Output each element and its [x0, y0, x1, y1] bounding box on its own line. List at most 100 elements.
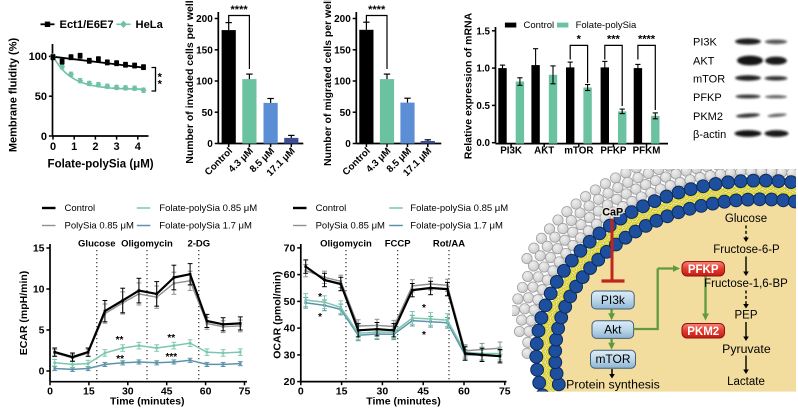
- svg-text:50: 50: [202, 108, 214, 119]
- svg-text:4: 4: [135, 141, 142, 153]
- svg-text:Time (minutes): Time (minutes): [110, 396, 184, 408]
- svg-text:Folate-polySia (μM): Folate-polySia (μM): [48, 158, 154, 170]
- svg-text:1.5: 1.5: [476, 26, 490, 37]
- svg-text:10: 10: [33, 284, 45, 296]
- svg-text:60: 60: [284, 269, 296, 281]
- svg-text:0: 0: [345, 139, 351, 150]
- svg-text:*: *: [318, 292, 322, 303]
- svg-text:Number of invaded cells per we: Number of invaded cells per well: [184, 0, 196, 163]
- svg-text:Glucose: Glucose: [725, 213, 767, 225]
- svg-text:Folate-polySia: Folate-polySia: [576, 20, 637, 31]
- svg-text:PFKP: PFKP: [688, 264, 719, 276]
- svg-text:AKT: AKT: [693, 56, 715, 68]
- svg-text:PI3k: PI3k: [601, 293, 626, 307]
- svg-text:40: 40: [284, 323, 296, 335]
- svg-text:1: 1: [71, 141, 77, 153]
- svg-text:mTOR: mTOR: [595, 352, 630, 366]
- svg-text:FCCP: FCCP: [385, 239, 412, 250]
- svg-text:75: 75: [499, 386, 511, 398]
- svg-text:0: 0: [50, 141, 56, 153]
- svg-text:30: 30: [122, 386, 134, 398]
- svg-text:*: *: [318, 312, 322, 323]
- svg-text:Membrane fluidity (%): Membrane fluidity (%): [8, 38, 20, 153]
- svg-text:Lactate: Lactate: [727, 376, 765, 388]
- svg-text:15: 15: [33, 243, 45, 255]
- svg-text:50: 50: [35, 91, 47, 103]
- svg-text:Control: Control: [524, 20, 555, 31]
- svg-text:100: 100: [196, 77, 213, 88]
- svg-text:50: 50: [284, 296, 296, 308]
- svg-text:150: 150: [196, 45, 213, 56]
- svg-text:200: 200: [196, 14, 213, 25]
- svg-text:15: 15: [83, 386, 95, 398]
- svg-text:60: 60: [458, 386, 470, 398]
- svg-text:Rot/AA: Rot/AA: [433, 239, 465, 250]
- svg-text:0: 0: [47, 386, 53, 398]
- svg-text:2: 2: [92, 141, 98, 153]
- svg-text:45: 45: [417, 386, 429, 398]
- svg-text:PEP: PEP: [734, 310, 757, 322]
- svg-text:AKT: AKT: [534, 146, 554, 157]
- svg-text:50: 50: [340, 108, 352, 119]
- svg-text:Glucose: Glucose: [78, 239, 116, 250]
- svg-text:PI3K: PI3K: [500, 146, 522, 157]
- svg-text:Akt: Akt: [604, 323, 622, 337]
- svg-text:200: 200: [334, 14, 351, 25]
- svg-text:*: *: [422, 330, 426, 341]
- svg-text:Fructose-6-P: Fructose-6-P: [713, 244, 780, 256]
- svg-text:Oligomycin: Oligomycin: [320, 239, 372, 250]
- svg-text:20: 20: [284, 376, 296, 388]
- svg-text:PolySia 0.85 μM: PolySia 0.85 μM: [316, 221, 385, 232]
- svg-text:****: ****: [231, 4, 249, 16]
- svg-text:0: 0: [298, 386, 304, 398]
- svg-text:Protein synthesis: Protein synthesis: [566, 378, 660, 392]
- svg-text:Oligomycin: Oligomycin: [121, 239, 173, 250]
- svg-text:Pyruvate: Pyruvate: [722, 342, 771, 356]
- svg-text:75: 75: [239, 386, 251, 398]
- svg-text:***: ***: [607, 34, 621, 46]
- svg-text:45: 45: [161, 386, 173, 398]
- svg-text:60: 60: [200, 386, 212, 398]
- svg-text:0: 0: [41, 131, 47, 143]
- svg-text:15: 15: [336, 386, 348, 398]
- svg-text:**: **: [167, 333, 175, 344]
- svg-text:0.5: 0.5: [476, 101, 490, 112]
- svg-text:PFKP: PFKP: [600, 146, 627, 157]
- svg-text:**: **: [116, 354, 124, 365]
- svg-text:****: ****: [638, 34, 656, 46]
- svg-text:PFKM: PFKM: [633, 146, 661, 157]
- svg-text:70: 70: [284, 242, 296, 254]
- svg-text:Time (minutes): Time (minutes): [366, 396, 440, 408]
- svg-text:Control: Control: [65, 203, 96, 214]
- svg-text:150: 150: [334, 45, 351, 56]
- svg-text:0.0: 0.0: [476, 138, 490, 149]
- svg-text:1.0: 1.0: [476, 64, 490, 75]
- svg-text:0: 0: [39, 366, 45, 378]
- svg-text:****: ****: [368, 4, 386, 16]
- svg-text:ECAR (mpH/min): ECAR (mpH/min): [18, 271, 30, 356]
- svg-text:CaP: CaP: [602, 207, 623, 219]
- svg-text:0: 0: [207, 139, 213, 150]
- svg-text:*: *: [158, 79, 163, 91]
- svg-text:*: *: [422, 303, 426, 314]
- svg-text:Folate-polySia 1.7 μM: Folate-polySia 1.7 μM: [410, 221, 503, 232]
- svg-text:*: *: [577, 34, 582, 46]
- svg-text:mTOR: mTOR: [564, 146, 593, 157]
- svg-text:100: 100: [29, 51, 47, 63]
- svg-text:Number of migrated cells per w: Number of migrated cells per well: [322, 0, 334, 166]
- svg-text:PFKP: PFKP: [693, 92, 722, 104]
- svg-text:HeLa: HeLa: [136, 19, 164, 31]
- svg-text:3: 3: [114, 141, 120, 153]
- svg-text:*: *: [158, 72, 163, 84]
- svg-text:Folate-polySia 0.85 μM: Folate-polySia 0.85 μM: [159, 203, 257, 214]
- svg-text:PKM2: PKM2: [693, 111, 723, 123]
- svg-text:OCAR (pmol/min): OCAR (pmol/min): [272, 271, 284, 359]
- svg-text:Folate-polySia 0.85 μM: Folate-polySia 0.85 μM: [410, 203, 508, 214]
- svg-text:PI3K: PI3K: [693, 37, 718, 49]
- svg-text:***: ***: [165, 352, 177, 363]
- svg-text:Control: Control: [316, 203, 347, 214]
- svg-text:Folate-polySia 1.7 μM: Folate-polySia 1.7 μM: [159, 221, 252, 232]
- svg-text:β-actin: β-actin: [693, 129, 726, 141]
- svg-text:2-DG: 2-DG: [187, 239, 210, 250]
- svg-text:PolySia 0.85 μM: PolySia 0.85 μM: [65, 221, 134, 232]
